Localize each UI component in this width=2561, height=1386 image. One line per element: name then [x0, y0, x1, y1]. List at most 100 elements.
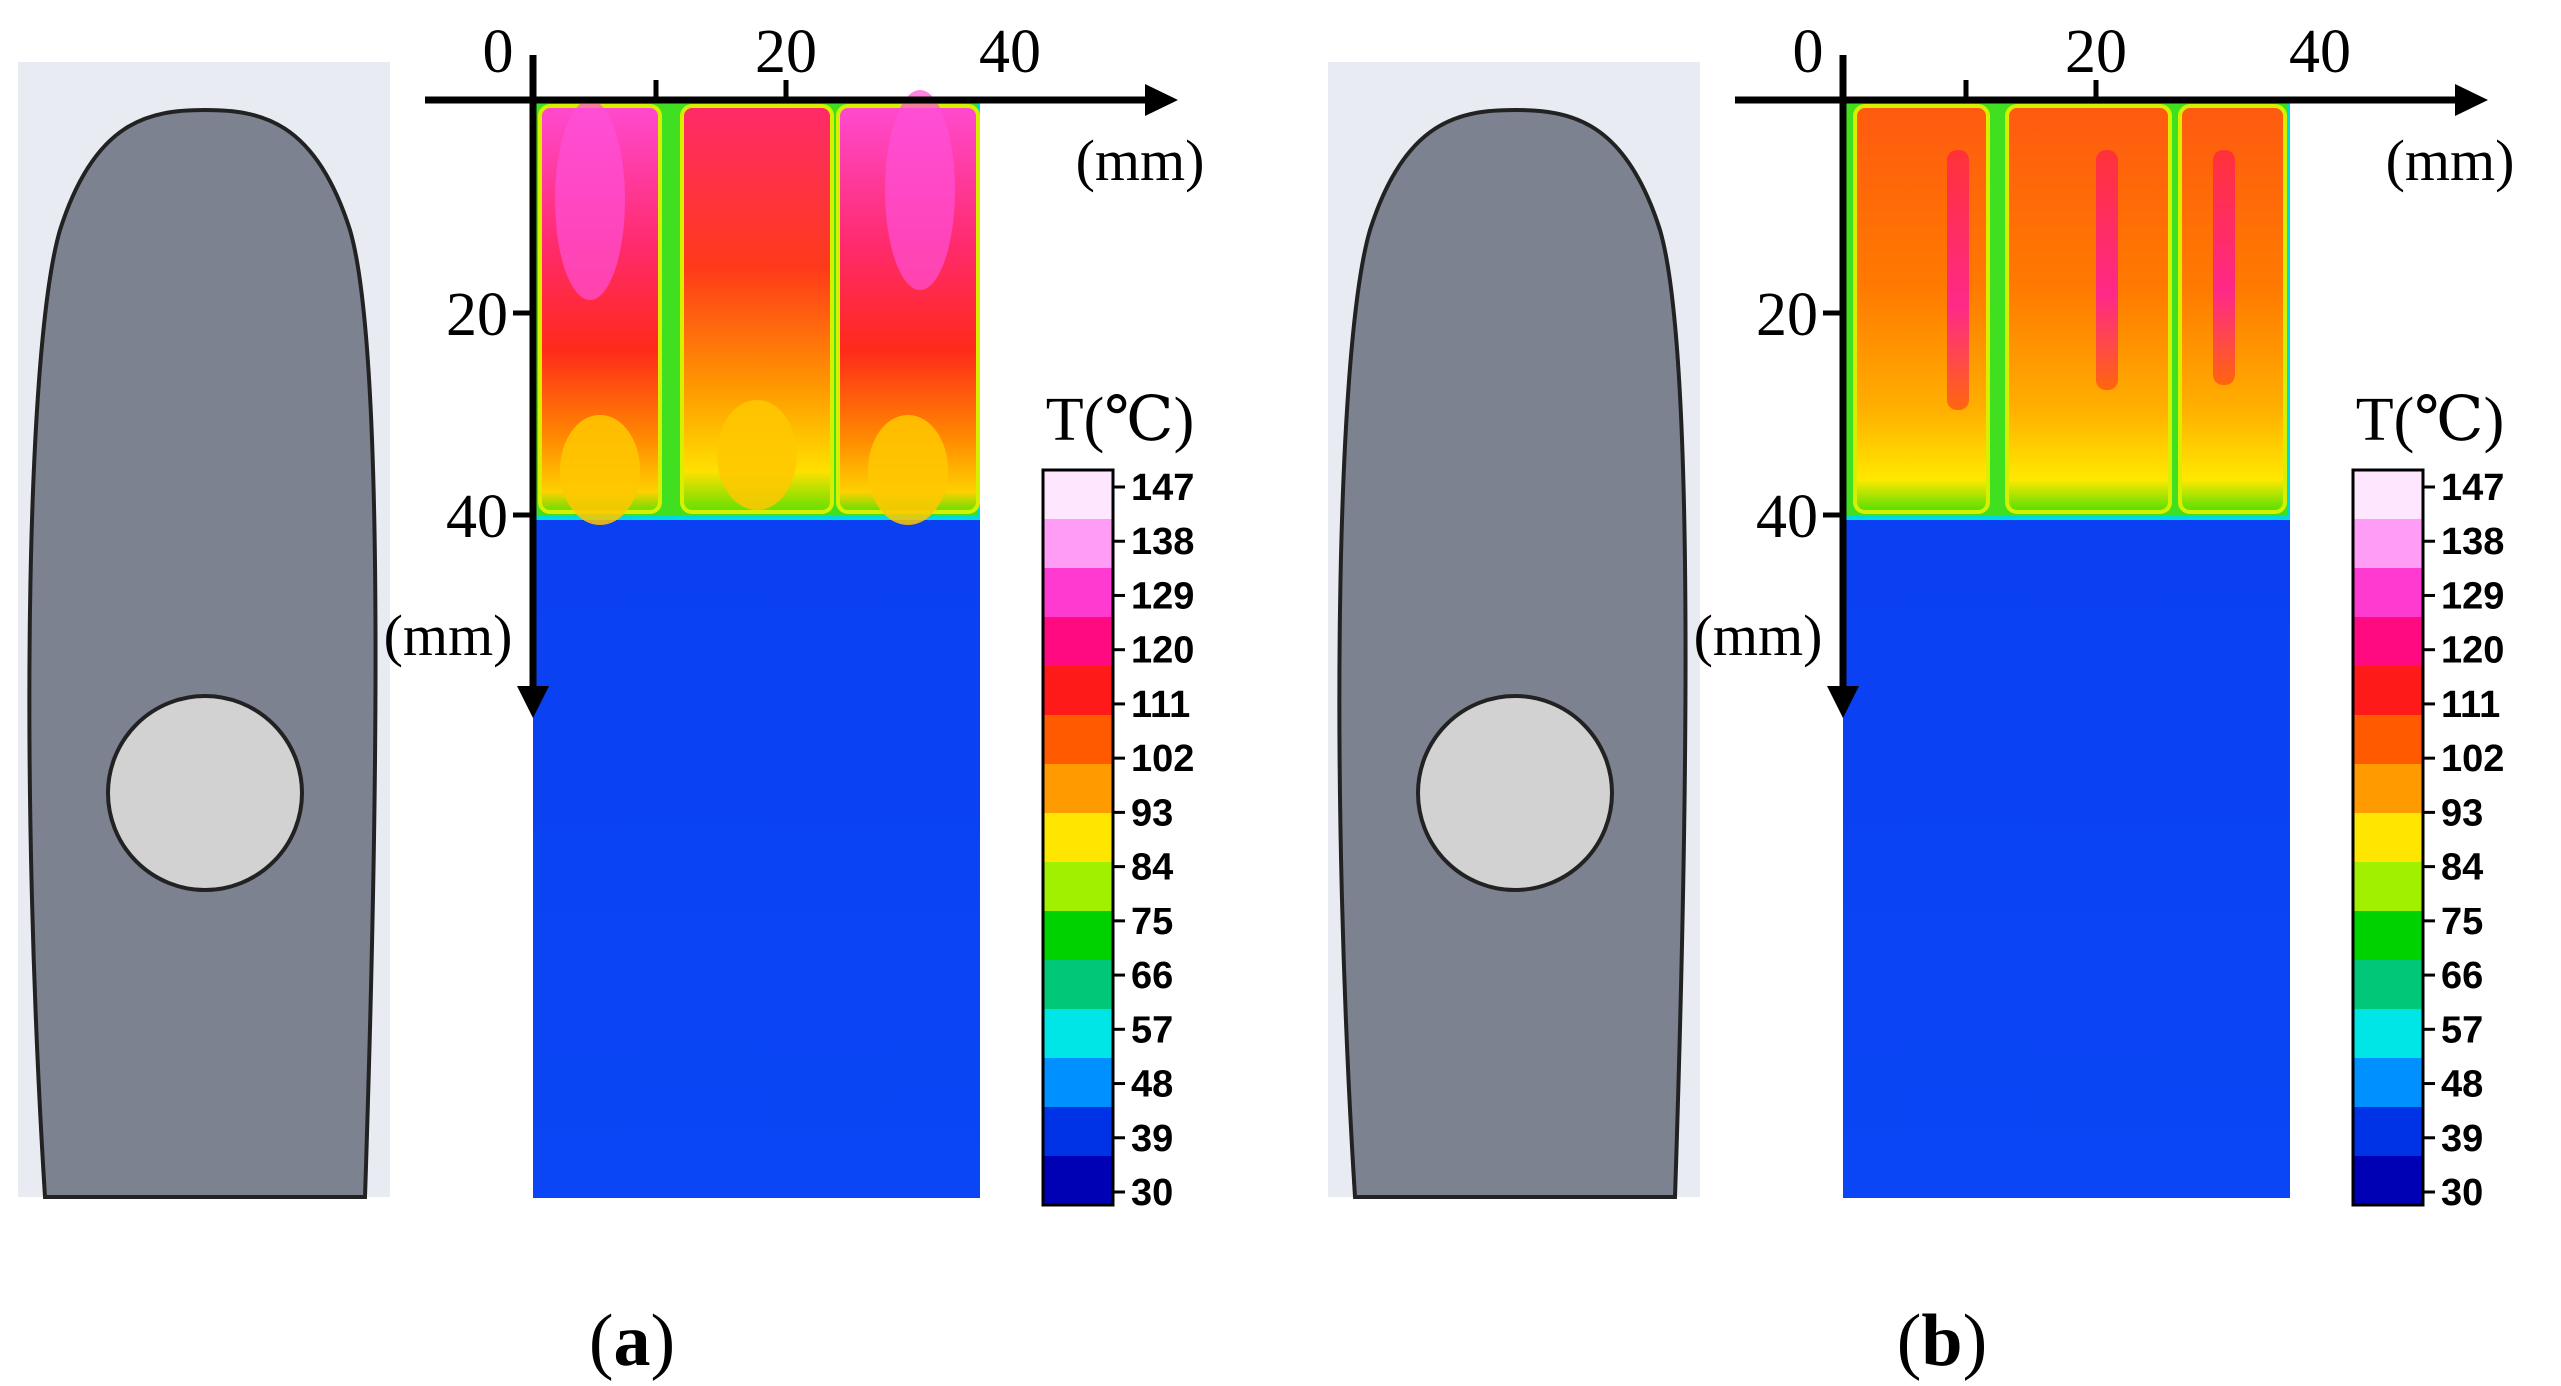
colorbar-label: 93: [2441, 792, 2483, 834]
colorbar-segment: [2353, 1058, 2423, 1108]
colorbar-label: 120: [1131, 630, 1194, 672]
colorbar-segment: [2353, 666, 2423, 716]
panel-b: 0 20 40 20 40 (mm) (mm) T(℃) 147 138 129 120 111 102 9…: [1328, 18, 2514, 1382]
colorbar-label: 120: [2441, 630, 2504, 672]
colorbar-label: 48: [1131, 1064, 1173, 1106]
colorbar-label: 30: [2441, 1172, 2483, 1214]
y-tick-label: 40: [446, 483, 508, 551]
colorbar-segment: [2353, 1107, 2423, 1157]
colorbar-segment: [1043, 1058, 1113, 1108]
colorbar-title: T(℃): [2356, 386, 2505, 454]
colorbar-label: 129: [2441, 575, 2504, 617]
colorbar-segment: [2353, 960, 2423, 1010]
heat-column-2: [2005, 104, 2172, 514]
x-axis-arrowhead: [1145, 84, 1178, 116]
colorbar-label: 39: [1131, 1118, 1173, 1160]
panel-a: 0 20 40 20 40 (mm) (mm) T(℃) 147 138 129 120 111 102 9…: [18, 18, 1204, 1382]
y-axis-arrowhead: [517, 686, 549, 718]
colorbar-label: 48: [2441, 1064, 2483, 1106]
colorbar-segment: [2353, 1009, 2423, 1059]
colorbar-segment: [2353, 617, 2423, 667]
x-tick-label: 40: [2289, 18, 2351, 86]
colorbar-segment: [2353, 1156, 2423, 1206]
colorbar-segment: [1043, 519, 1113, 569]
colorbar-segment: [2353, 813, 2423, 863]
colorbar-frame: [1041, 468, 1115, 1207]
x-axis-unit: (mm): [1076, 128, 1205, 193]
colorbar-label: 93: [1131, 792, 1173, 834]
x-tick-label: 0: [483, 18, 514, 86]
colorbar-label: 57: [2441, 1009, 2483, 1051]
colorbar-segment: [1043, 1156, 1113, 1206]
hot-spot-2: [885, 90, 955, 290]
colorbar-label: 147: [2441, 467, 2504, 509]
colorbar-label: 138: [2441, 521, 2504, 563]
colorbar-label: 66: [1131, 955, 1173, 997]
y-tick-label: 40: [1756, 483, 1818, 551]
colorbar-label: 102: [1131, 738, 1194, 780]
colorbar-segment: [1043, 1107, 1113, 1157]
sample-hole: [1416, 694, 1614, 892]
caption-close: ): [1963, 1300, 1988, 1382]
hot-stripe-1: [1947, 150, 1969, 410]
colorbar-segment: [1043, 911, 1113, 961]
x-tick-label: 0: [1793, 18, 1824, 86]
colorbar-segment: [1043, 617, 1113, 667]
caption-open: (: [589, 1300, 614, 1382]
sample-hole: [106, 694, 304, 892]
colorbar-label: 102: [2441, 738, 2504, 780]
sample-body: [1337, 107, 1688, 1199]
colorbar-segment: [1043, 470, 1113, 520]
y-axis-unit: (mm): [384, 603, 513, 668]
colorbar-segment: [1043, 568, 1113, 618]
colorbar-label: 66: [2441, 955, 2483, 997]
sample-body: [27, 107, 378, 1199]
x-tick-label: 20: [2065, 18, 2127, 86]
y-tick-label: 20: [446, 281, 508, 349]
colorbar-segment: [2353, 519, 2423, 569]
colorbar-label: 129: [1131, 575, 1194, 617]
hot-stripe-2: [2096, 150, 2118, 390]
caption-open: (: [1897, 1300, 1922, 1382]
colorbar-label: 75: [2441, 901, 2483, 943]
heat-column-2: [680, 104, 834, 514]
x-axis-arrowhead: [2455, 84, 2488, 116]
colorbar-segment: [2353, 862, 2423, 912]
colorbar-label: 138: [1131, 521, 1194, 563]
colorbar-label: 111: [2441, 684, 2500, 726]
colorbar-label: 39: [2441, 1118, 2483, 1160]
colorbar-segment: [1043, 960, 1113, 1010]
heat-plume-3: [868, 415, 948, 525]
panel-caption: (a): [589, 1300, 675, 1382]
colorbar-frame: [2351, 468, 2425, 1207]
caption-letter: a: [614, 1300, 651, 1382]
caption-close: ): [651, 1300, 676, 1382]
colorbar-label: 111: [1131, 684, 1190, 726]
x-axis-unit: (mm): [2386, 128, 2515, 193]
colorbar-segment: [1043, 813, 1113, 863]
caption-letter: b: [1921, 1300, 1962, 1382]
heat-plume-1: [560, 415, 640, 525]
hot-spot-1: [555, 100, 625, 300]
hot-stripe-3: [2213, 150, 2235, 385]
colorbar-segment: [1043, 715, 1113, 765]
colorbar-label: 84: [1131, 847, 1173, 889]
colorbar-segment: [1043, 666, 1113, 716]
panel-caption: (b): [1897, 1300, 1987, 1382]
colorbar-segment: [2353, 470, 2423, 520]
colorbar-label: 30: [1131, 1172, 1173, 1214]
colorbar-segment: [1043, 764, 1113, 814]
colorbar-label: 147: [1131, 467, 1194, 509]
colorbar-segment: [2353, 715, 2423, 765]
colorbar-label: 57: [1131, 1009, 1173, 1051]
x-tick-label: 20: [755, 18, 817, 86]
heat-plume-2: [717, 400, 797, 510]
y-axis-arrowhead: [1827, 686, 1859, 718]
colorbar-label: 75: [1131, 901, 1173, 943]
colorbar-segment: [2353, 764, 2423, 814]
colorbar-label: 84: [2441, 847, 2483, 889]
colorbar-segment: [1043, 1009, 1113, 1059]
colorbar-segment: [2353, 568, 2423, 618]
